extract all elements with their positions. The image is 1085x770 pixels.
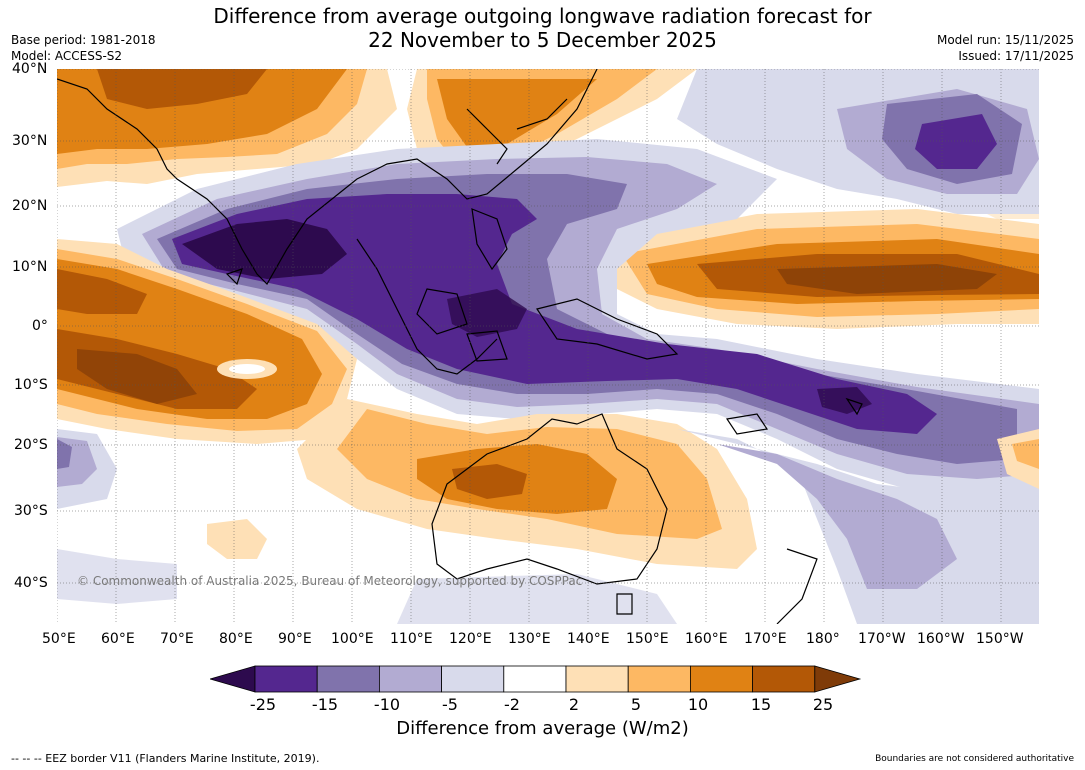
maritime-continent-negative-anomaly: [117, 139, 1039, 499]
colorbar-extend-high: [814, 665, 862, 693]
colorbar-cell: [752, 665, 816, 693]
colorbar-cell: [565, 665, 629, 693]
colorbar-cell: [441, 665, 505, 693]
colorbar-cell: [378, 665, 442, 693]
lon-label-180: 180°: [806, 631, 840, 647]
lat-label-30s: 30°S: [14, 503, 48, 519]
colorbar-cell: [254, 665, 318, 693]
lon-label-130e: 130°E: [508, 631, 551, 647]
colorbar-cell: [316, 665, 380, 693]
lat-label-30n: 30°N: [12, 133, 48, 149]
lon-label-170e: 170°E: [744, 631, 787, 647]
colorbar-tick: -2: [504, 695, 520, 714]
lat-label-10n: 10°N: [12, 259, 48, 275]
north-pacific-negative-anomaly: [677, 69, 1039, 214]
colorbar-tick: -15: [311, 695, 339, 714]
lon-label-160w: 160°W: [917, 631, 965, 647]
graticule: [57, 69, 1039, 624]
title-line-1: Difference from average outgoing longwav…: [213, 4, 872, 28]
lon-label-170w: 170°W: [858, 631, 906, 647]
lat-label-40s: 40°S: [14, 575, 48, 591]
lat-label-20n: 20°N: [12, 198, 48, 214]
colorbar-title: Difference from average (W/m2): [396, 718, 689, 739]
colorbar-extend-low: [210, 665, 256, 693]
lon-label-110e: 110°E: [390, 631, 433, 647]
colorbar-tick: -25: [249, 695, 277, 714]
colorbar-tick: 25: [812, 695, 834, 714]
lon-label-160e: 160°E: [685, 631, 728, 647]
lon-label-50e: 50°E: [42, 631, 76, 647]
colorbar-tick: -5: [442, 695, 458, 714]
copyright-notice: © Commonwealth of Australia 2025, Bureau…: [77, 574, 582, 588]
map-title: Difference from average outgoing longwav…: [0, 4, 1085, 52]
colorbar-tick: 2: [568, 695, 580, 714]
issued-date: Issued: 17/11/2025: [958, 49, 1074, 63]
lon-label-60e: 60°E: [101, 631, 135, 647]
colorbar-tick: -10: [373, 695, 401, 714]
lat-label-40n: 40°N: [12, 61, 48, 77]
lon-label-80e: 80°E: [219, 631, 253, 647]
model-info: Base period: 1981-2018 Model: ACCESS-S2: [11, 32, 156, 64]
indian-ocean-positive-anomaly: [57, 239, 357, 444]
australia-positive-anomaly: [207, 399, 757, 569]
colorbar-cell: [503, 665, 567, 693]
title-line-2: 22 November to 5 December 2025: [368, 28, 717, 52]
lat-label-equator: 0°: [32, 318, 48, 334]
colorbar: [210, 665, 862, 693]
colorbar-tick: 15: [750, 695, 772, 714]
olr-anomaly-map[interactable]: © Commonwealth of Australia 2025, Bureau…: [57, 69, 1039, 624]
lat-label-10s: 10°S: [14, 377, 48, 393]
lon-label-140e: 140°E: [567, 631, 610, 647]
lon-label-70e: 70°E: [160, 631, 194, 647]
colorbar-cell: [627, 665, 691, 693]
colorbar-tick: 10: [687, 695, 709, 714]
eez-note: -- -- -- EEZ border V11 (Flanders Marine…: [11, 752, 320, 765]
boundaries-disclaimer: Boundaries are not considered authoritat…: [875, 754, 1074, 764]
lon-label-150w: 150°W: [976, 631, 1024, 647]
lon-label-150e: 150°E: [626, 631, 669, 647]
base-period: Base period: 1981-2018: [11, 33, 156, 47]
colorbar-tick: 5: [630, 695, 642, 714]
lon-label-120e: 120°E: [449, 631, 492, 647]
southern-negative-anomaly: [57, 429, 1039, 624]
model-name: Model: ACCESS-S2: [11, 49, 123, 63]
lon-label-90e: 90°E: [278, 631, 312, 647]
colorbar-cell: [689, 665, 753, 693]
lon-label-100e: 100°E: [331, 631, 374, 647]
north-pacific-positive-anomaly: [602, 209, 1039, 329]
lat-label-20s: 20°S: [14, 437, 48, 453]
model-run-date: Model run: 15/11/2025: [936, 33, 1074, 47]
run-info: Model run: 15/11/2025 Issued: 17/11/2025: [937, 32, 1074, 64]
